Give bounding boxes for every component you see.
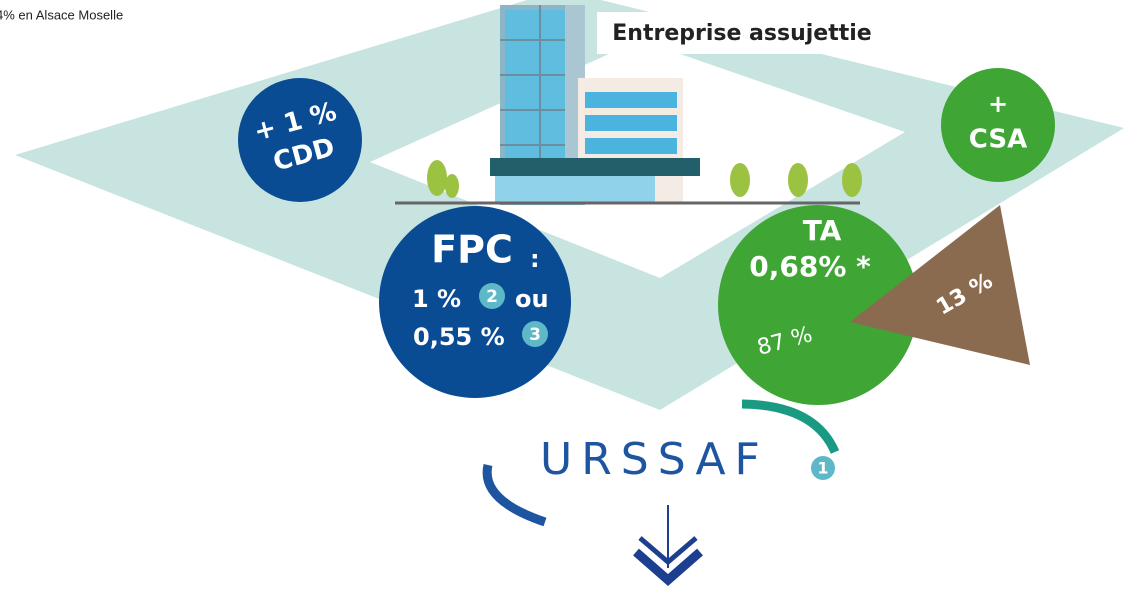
ta-circle	[718, 205, 918, 405]
badge-number: 3	[529, 325, 541, 345]
building-label: Entreprise assujettie	[612, 21, 871, 46]
fpc-line1: 1 %	[412, 285, 461, 313]
fpc-line2: 0,55 %	[413, 323, 505, 351]
down-arrow	[633, 505, 703, 586]
badge-number: 2	[486, 287, 498, 307]
csa-circle	[941, 68, 1055, 182]
badge	[811, 456, 835, 480]
ta-title: TA	[803, 214, 842, 247]
label-box	[597, 12, 887, 54]
trees	[427, 160, 862, 198]
fpc-circle	[379, 206, 571, 398]
ta-rate: 0,68% *	[749, 250, 871, 283]
badge	[479, 283, 505, 309]
note: 4% en Alsace Moselle	[0, 7, 123, 22]
logo-arc	[741, 399, 840, 454]
fpc-title: FPC	[431, 228, 513, 272]
fpc-or: ou	[515, 285, 549, 313]
building	[395, 5, 860, 205]
urssaf-logo: URSSAF	[540, 434, 769, 485]
cdd-circle	[238, 78, 362, 202]
csa-label: CSA	[969, 125, 1027, 155]
logo-arc	[482, 464, 547, 527]
csa-plus: +	[988, 90, 1008, 118]
fpc-colon: :	[530, 245, 540, 273]
badge-number: 1	[817, 459, 828, 478]
badge	[522, 321, 548, 347]
ta-share-slice	[850, 205, 1030, 365]
